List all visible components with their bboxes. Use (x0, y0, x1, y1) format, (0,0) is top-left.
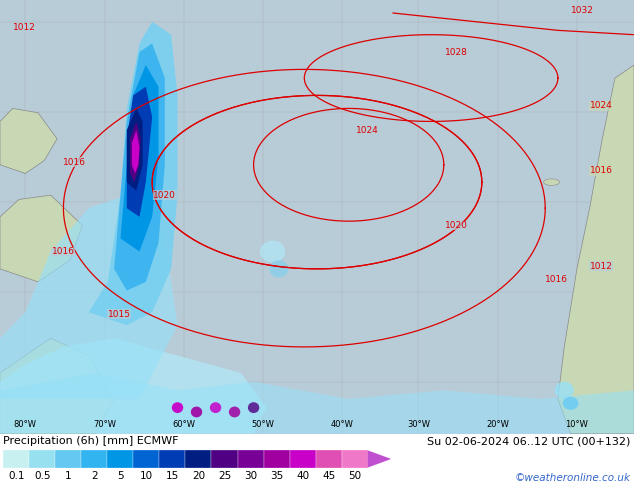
Text: 1016: 1016 (545, 275, 568, 284)
Text: 80°W: 80°W (14, 420, 37, 429)
Text: 50: 50 (348, 471, 361, 481)
Ellipse shape (269, 260, 288, 277)
Bar (316, 450, 342, 467)
Bar (159, 450, 186, 467)
Bar (29, 450, 55, 467)
Text: 10: 10 (140, 471, 153, 481)
Bar (133, 450, 159, 467)
Text: 10°W: 10°W (566, 420, 588, 429)
Text: 40: 40 (296, 471, 309, 481)
Text: 25: 25 (218, 471, 231, 481)
Text: 45: 45 (322, 471, 335, 481)
Text: 1016: 1016 (63, 158, 86, 167)
Polygon shape (558, 65, 634, 434)
Text: Su 02-06-2024 06..12 UTC (00+132): Su 02-06-2024 06..12 UTC (00+132) (427, 437, 631, 446)
Text: Precipitation (6h) [mm] ECMWF: Precipitation (6h) [mm] ECMWF (3, 437, 179, 446)
Text: 20°W: 20°W (486, 420, 509, 429)
Bar (264, 450, 290, 467)
Bar (3, 450, 29, 467)
Text: 1012: 1012 (13, 24, 36, 32)
Polygon shape (130, 122, 141, 182)
Text: 1016: 1016 (52, 247, 75, 256)
Text: 1020: 1020 (153, 191, 176, 199)
Text: 1028: 1028 (445, 48, 468, 56)
Text: 30: 30 (244, 471, 257, 481)
Polygon shape (120, 65, 158, 251)
Ellipse shape (172, 402, 183, 413)
Bar (212, 450, 238, 467)
Ellipse shape (544, 179, 560, 185)
Ellipse shape (229, 407, 240, 417)
Bar (238, 450, 264, 467)
Bar (55, 450, 81, 467)
Text: 1024: 1024 (590, 101, 612, 110)
Polygon shape (0, 195, 82, 282)
Polygon shape (89, 22, 178, 325)
Text: 50°W: 50°W (252, 420, 275, 429)
Ellipse shape (260, 241, 285, 262)
Text: 30°W: 30°W (407, 420, 430, 429)
Polygon shape (114, 44, 165, 291)
Polygon shape (132, 130, 139, 173)
Text: 70°W: 70°W (93, 420, 116, 429)
Polygon shape (0, 338, 114, 434)
Bar (342, 450, 368, 467)
Text: 5: 5 (117, 471, 124, 481)
Polygon shape (127, 87, 152, 217)
Text: 15: 15 (166, 471, 179, 481)
Text: 1032: 1032 (571, 6, 593, 15)
Polygon shape (127, 108, 143, 191)
Bar (81, 450, 107, 467)
Polygon shape (0, 108, 57, 173)
Text: 1012: 1012 (590, 262, 612, 271)
Ellipse shape (210, 402, 221, 413)
Ellipse shape (555, 382, 574, 399)
Text: 1016: 1016 (590, 167, 612, 175)
Bar (185, 450, 212, 467)
Polygon shape (0, 373, 634, 434)
Bar (107, 450, 133, 467)
Bar (290, 450, 316, 467)
Text: 2: 2 (91, 471, 98, 481)
Text: 1020: 1020 (445, 221, 468, 230)
Text: 0.5: 0.5 (34, 471, 51, 481)
FancyArrow shape (368, 450, 391, 467)
Ellipse shape (248, 402, 259, 413)
Polygon shape (0, 338, 266, 434)
Ellipse shape (191, 407, 202, 417)
Text: ©weatheronline.co.uk: ©weatheronline.co.uk (515, 473, 631, 483)
Text: 1024: 1024 (356, 125, 379, 135)
Text: 1015: 1015 (108, 310, 131, 318)
Polygon shape (0, 195, 178, 399)
Text: 40°W: 40°W (331, 420, 354, 429)
Text: 35: 35 (270, 471, 283, 481)
Text: 60°W: 60°W (172, 420, 195, 429)
Text: 0.1: 0.1 (8, 471, 25, 481)
Text: 20: 20 (192, 471, 205, 481)
Ellipse shape (563, 397, 578, 410)
Text: 1: 1 (65, 471, 72, 481)
